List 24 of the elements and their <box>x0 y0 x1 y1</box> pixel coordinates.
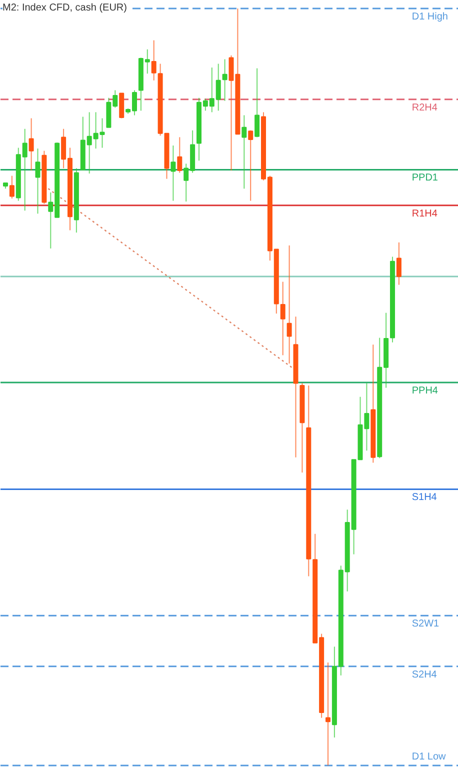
candlestick <box>254 68 260 138</box>
ref-line-label: D1 High <box>412 12 448 22</box>
candlestick <box>177 136 182 174</box>
ref-line-label: S1H4 <box>412 492 438 504</box>
ref-line-label: PPH4 <box>412 385 438 396</box>
ref-line-label: PPD1 <box>412 172 438 184</box>
candlestick <box>286 244 292 364</box>
candlestick <box>151 40 156 81</box>
candlestick <box>35 148 40 214</box>
candlestick <box>222 58 228 102</box>
ref-line-label: S2W1 <box>412 618 440 630</box>
ref-line-label: R1H4 <box>412 208 438 220</box>
ref-line-label: S2H4 <box>412 669 438 680</box>
ref-line-label: D1 Low <box>412 752 447 762</box>
candlestick <box>242 114 247 190</box>
candlestick <box>280 281 286 356</box>
ref-line-label: R2H4 <box>412 102 438 114</box>
candlestick <box>248 130 254 202</box>
candlestick <box>396 242 402 286</box>
candlestick <box>326 662 330 766</box>
chart-title: M2: Index CFD, cash (EUR) <box>2 2 127 14</box>
candlestick <box>170 145 176 202</box>
candlestick <box>9 175 14 200</box>
candlestick <box>28 118 34 171</box>
